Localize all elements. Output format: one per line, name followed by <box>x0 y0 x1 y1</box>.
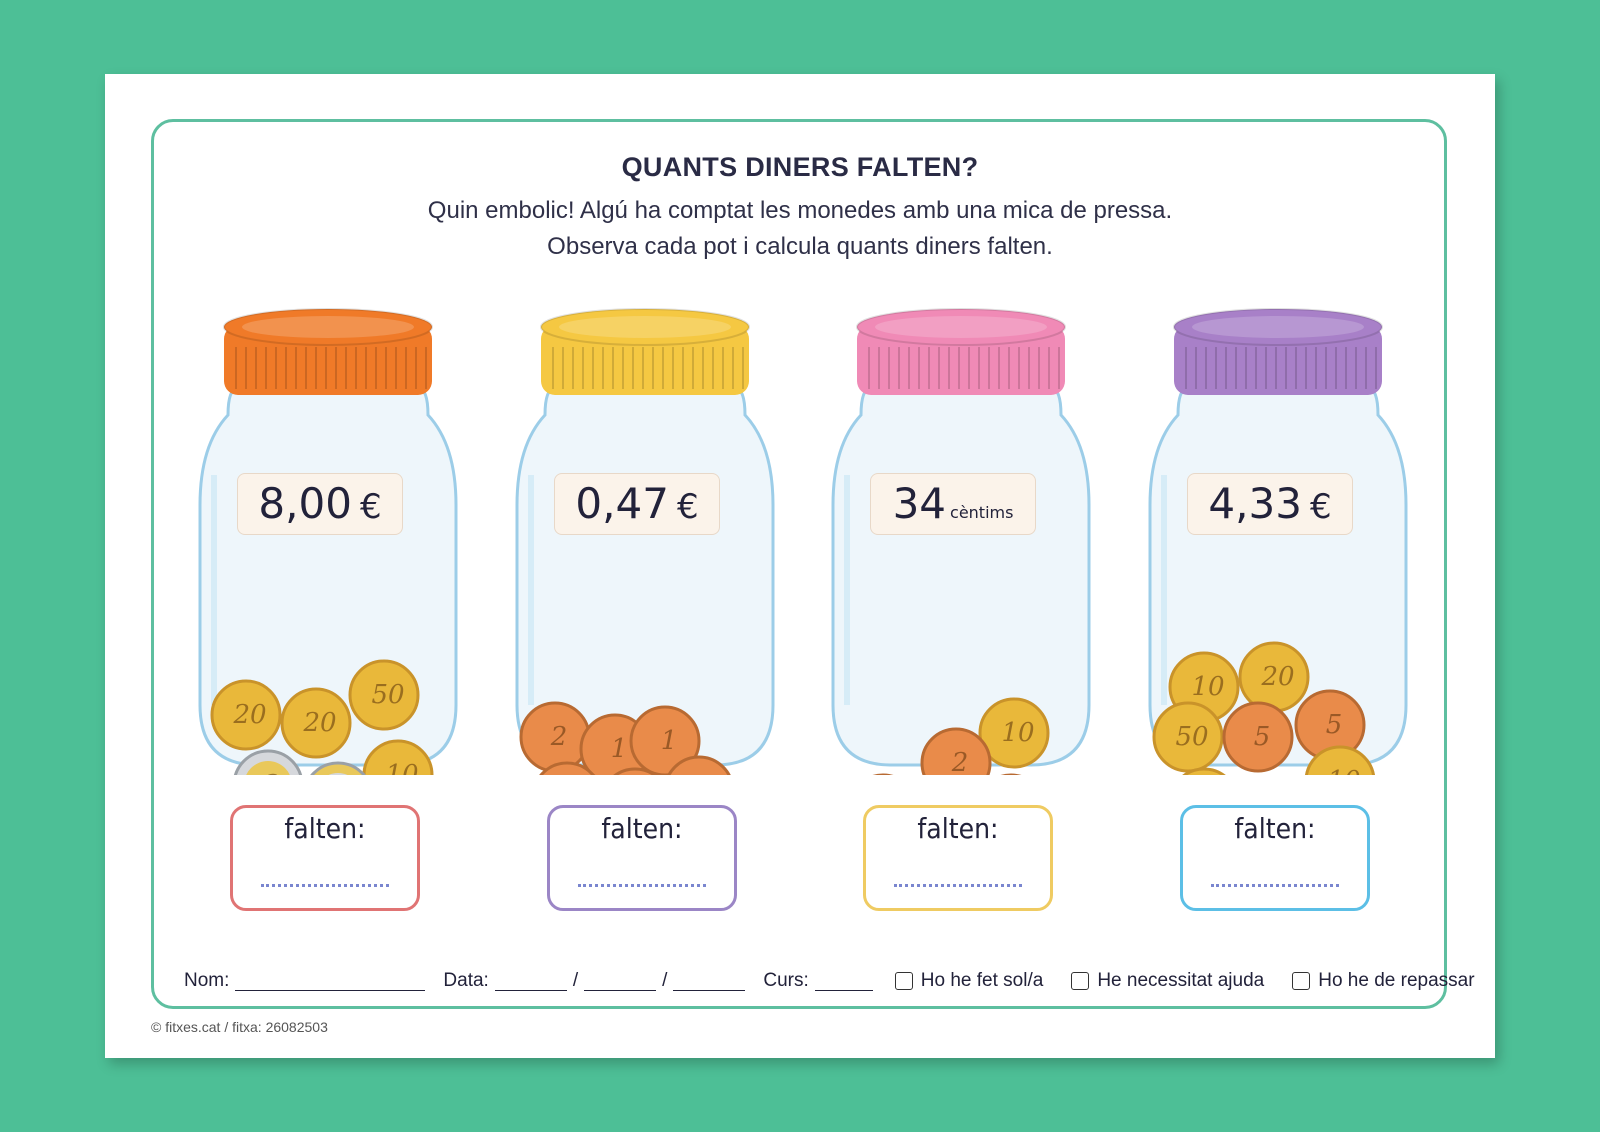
worksheet-frame <box>151 119 1447 1009</box>
answer-line[interactable] <box>1211 884 1339 887</box>
worksheet-instructions: Quin embolic! Algú ha comptat les monede… <box>0 193 1600 265</box>
coin: 10 <box>1305 745 1375 775</box>
jar-illustration: 10 2 5 1 5 <box>831 308 1091 775</box>
coin: 1 <box>629 705 701 775</box>
coin: 50 <box>348 659 420 731</box>
coin-value: 10 <box>1001 718 1034 748</box>
jar-unit: € <box>1309 487 1332 527</box>
coin-value: 10 <box>1191 672 1224 702</box>
course-field[interactable] <box>814 972 873 991</box>
jar-glass <box>831 385 1091 767</box>
jar-unit: cèntims <box>950 503 1014 522</box>
coin-value: 5 <box>1254 722 1271 752</box>
jar-amount-label: 34 cèntims <box>870 473 1036 535</box>
coin: 20 <box>1238 641 1310 713</box>
jar-amount-label: 8,00 € <box>237 473 403 535</box>
date-separator: / <box>572 970 579 991</box>
answer-box-3[interactable]: falten: <box>863 805 1053 911</box>
coin-jar-2: 2 1 1 5 5 5 0,47€ <box>515 305 775 775</box>
needed-help-checkbox[interactable] <box>1071 972 1090 990</box>
answer-box-2[interactable]: falten: <box>547 805 737 911</box>
credit-text: © fitxes.cat / fitxa: 26082503 <box>151 1019 328 1035</box>
course-label: Curs: <box>763 970 809 991</box>
review-label: Ho he de repassar <box>1318 970 1475 991</box>
coin: 5 <box>1294 689 1366 761</box>
jar-unit: € <box>359 487 382 527</box>
self-done-label: Ho he fet sol/a <box>920 970 1044 991</box>
coin: 5 <box>613 767 657 775</box>
coin: 10 <box>978 697 1050 769</box>
instructions-line-2: Observa cada pot i calcula quants diners… <box>547 233 1053 260</box>
jar-amount-label: 4,33 € <box>1187 473 1353 535</box>
answer-label: falten: <box>284 812 366 845</box>
coin-value: 1 <box>661 726 678 756</box>
answer-line[interactable] <box>894 884 1022 887</box>
jar-amount-label: 0,47 € <box>554 473 720 535</box>
needed-help-label: He necessitat ajuda <box>1097 970 1265 991</box>
coin-value: 50 <box>1175 722 1208 752</box>
coin: 5 <box>667 755 731 775</box>
self-done-checkbox[interactable] <box>894 972 913 990</box>
date-year-field[interactable] <box>673 972 746 991</box>
instructions-line-1: Quin embolic! Algú ha comptat les monede… <box>427 197 1173 224</box>
coin-jar-4: 10 20 50 5 5 20 2 10 4,33€ <box>1148 305 1408 775</box>
coin: 5 <box>1222 701 1294 773</box>
review-checkbox[interactable] <box>1292 972 1311 990</box>
name-field[interactable] <box>235 972 426 991</box>
jar-amount: 34 <box>892 479 947 528</box>
coin: 2 <box>519 701 591 773</box>
jar-amount: 8,00 <box>258 479 352 528</box>
coin: 1 <box>310 761 366 775</box>
student-info-footer: Nom: Data: / / Curs: Ho he fet sol/a He … <box>184 966 1475 996</box>
coin: 20 <box>210 679 282 751</box>
coin: 2 <box>920 727 992 775</box>
jar-amount: 4,33 <box>1208 479 1302 528</box>
answer-box-4[interactable]: falten: <box>1180 805 1370 911</box>
coin-value: 20 <box>302 708 336 738</box>
worksheet-title: QUANTS DINERS FALTEN? <box>621 152 979 182</box>
coin: 20 <box>280 687 352 759</box>
coin-value: 50 <box>371 680 404 710</box>
jar-unit: € <box>676 487 699 527</box>
answer-line[interactable] <box>261 884 389 887</box>
date-day-field[interactable] <box>494 972 567 991</box>
answer-label: falten: <box>917 812 999 845</box>
coin: 50 <box>1152 701 1224 773</box>
coin-value: 2 <box>951 748 969 775</box>
answer-box-1[interactable]: falten: <box>230 805 420 911</box>
coin-value: 10 <box>385 760 418 775</box>
jar-illustration: 20 20 50 10 2 1 <box>198 308 458 775</box>
coin-value: 1 <box>611 734 628 764</box>
coin: 2 <box>233 749 303 775</box>
coin-jar-1: 20 20 50 10 2 1 8,00€ <box>198 305 458 775</box>
name-label: Nom: <box>184 970 230 991</box>
answer-label: falten: <box>1234 812 1316 845</box>
coin: 5 <box>539 761 595 775</box>
answer-line[interactable] <box>578 884 706 887</box>
coin-value: 2 <box>263 770 281 775</box>
jar-amount: 0,47 <box>575 479 669 528</box>
date-separator: / <box>662 970 668 991</box>
coin-value: 5 <box>1326 710 1343 740</box>
coin: 20 <box>1182 767 1226 775</box>
coin: 10 <box>362 739 434 775</box>
date-label: Data: <box>443 970 489 991</box>
coin-value: 20 <box>232 700 266 730</box>
coin-value: 20 <box>1260 662 1294 692</box>
date-month-field[interactable] <box>584 972 657 991</box>
coin-value: 2 <box>550 722 568 752</box>
answer-label: falten: <box>601 812 683 845</box>
jar-illustration: 10 20 50 5 5 20 2 10 <box>1148 308 1408 775</box>
coin-value: 10 <box>1327 766 1360 775</box>
jar-illustration: 2 1 1 5 5 5 <box>515 308 775 775</box>
